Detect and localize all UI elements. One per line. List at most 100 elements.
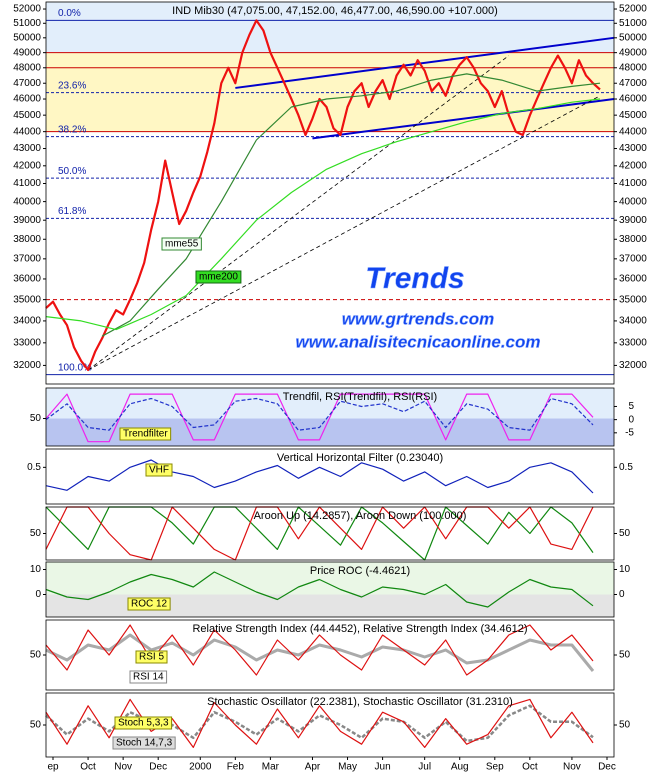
panel-title: Stochastic Oscillator (22.2381), Stochas…: [207, 696, 513, 708]
y-tick-label: 36000: [619, 274, 647, 285]
panel-background: [46, 507, 614, 560]
y-tick-label: 0.5: [27, 462, 41, 473]
y-tick-label: 49000: [13, 47, 41, 58]
y-tick-label: 51000: [619, 18, 647, 29]
y-tick-label: 50: [619, 650, 631, 661]
series-line: [45, 571, 594, 608]
x-tick-label: Nov: [114, 762, 132, 773]
y-tick-label: 32000: [619, 360, 647, 371]
y-tick-label: 32000: [13, 360, 41, 371]
legend-label: mme200: [199, 272, 238, 283]
y-tick-label: 50: [30, 650, 42, 661]
series-line: [101, 73, 601, 337]
x-tick-label: Nov: [563, 762, 581, 773]
watermark-url: www.analisitecnicaonline.com: [296, 332, 541, 351]
fib-label: 50.0%: [58, 166, 86, 177]
x-tick-label: Sep: [486, 762, 504, 773]
legend-box: [145, 463, 173, 477]
y-tick-label: 48000: [13, 62, 41, 73]
series-line: [45, 19, 601, 372]
x-tick-label: Aug: [451, 762, 469, 773]
y-tick-label: 41000: [619, 178, 647, 189]
y-tick-label: 50: [30, 720, 42, 731]
y-tick-label: 46000: [619, 94, 647, 105]
y-tick-label: 35000: [13, 294, 41, 305]
legend-box: [127, 597, 171, 611]
y-tick-label: 44000: [13, 126, 41, 137]
y-tick-label: 48000: [619, 62, 647, 73]
legend-label: RSI 14: [133, 672, 164, 683]
fib-label: 23.6%: [58, 80, 86, 91]
x-tick-label: Apr: [305, 762, 321, 773]
series-line: [45, 624, 594, 676]
x-tick-label: Oct: [80, 762, 96, 773]
y-tick-label: 47000: [13, 78, 41, 89]
panel-background: [46, 449, 614, 504]
legend-box: [112, 736, 176, 750]
y-tick-label: 35000: [619, 294, 647, 305]
panel-frame: [45, 561, 615, 618]
fib-label: 100.0%: [58, 362, 92, 373]
watermark: Trends: [365, 262, 464, 295]
y-tick-label: 40000: [619, 196, 647, 207]
legend-box: [161, 237, 202, 251]
series-line: [45, 698, 594, 748]
x-tick-label: ep: [47, 762, 59, 773]
y2-tick-label: 0: [628, 414, 634, 425]
y-tick-label: 37000: [13, 253, 41, 264]
y-tick-label: 43000: [13, 143, 41, 154]
y-tick-label: 40000: [13, 196, 41, 207]
legend-label: VHF: [149, 465, 169, 476]
legend-box: [129, 670, 168, 684]
y-tick-label: 39000: [13, 215, 41, 226]
x-tick-label: 2000: [189, 762, 212, 773]
zone: [46, 2, 614, 53]
legend-label: Stoch 14,7,3: [116, 738, 173, 749]
panel-frame: [45, 387, 615, 447]
legend-box: [195, 270, 242, 284]
series-line: [45, 459, 594, 494]
y-tick-label: 42000: [619, 160, 647, 171]
series-line: [45, 98, 601, 331]
trend-line: [87, 95, 601, 371]
trend-line: [235, 36, 615, 89]
legend-label: Trendfilter: [123, 429, 168, 440]
series-line: [45, 704, 594, 743]
y-tick-label: 38000: [13, 234, 41, 245]
fib-label: 61.8%: [58, 206, 86, 217]
panel-title: Relative Strength Index (44.4452), Relat…: [192, 623, 527, 635]
x-tick-label: Feb: [227, 762, 245, 773]
y-tick-label: 37000: [619, 253, 647, 264]
panel-frame: [45, 448, 615, 505]
y2-tick-label: -5: [625, 427, 634, 438]
panel-title: Trendfil, RSI(Trendfil), RSI(RSI): [283, 391, 437, 403]
y-tick-label: 45000: [619, 110, 647, 121]
y-tick-label: 50: [619, 720, 631, 731]
y-tick-label: 47000: [619, 78, 647, 89]
y-tick-label: 50: [619, 528, 631, 539]
y-tick-label: 44000: [619, 126, 647, 137]
y-tick-label: 52000: [619, 4, 647, 15]
y-tick-label: 33000: [619, 337, 647, 348]
panel-title: Vertical Horizontal Filter (0.23040): [277, 452, 443, 464]
fib-label: 38.2%: [58, 124, 86, 135]
legend-label: RSI 5: [139, 652, 164, 663]
legend-label: Stoch 5,3,3: [118, 718, 169, 729]
y-tick-label: 38000: [619, 234, 647, 245]
panel-frame: [45, 1, 615, 385]
legend-label: mme55: [165, 239, 199, 250]
watermark-url: www.grtrends.com: [342, 309, 494, 328]
y-tick-label: 50: [30, 413, 42, 424]
x-tick-label: Jun: [375, 762, 391, 773]
trend-line: [87, 55, 510, 371]
y-tick-label: 10: [619, 564, 631, 575]
y-tick-label: 50: [30, 528, 42, 539]
y-tick-label: 49000: [619, 47, 647, 58]
trend-line: [312, 98, 615, 140]
y-tick-label: 52000: [13, 4, 41, 15]
fib-label: 0.0%: [58, 8, 81, 19]
y-tick-label: 42000: [13, 160, 41, 171]
y-tick-label: 50000: [619, 32, 647, 43]
zone: [46, 594, 614, 617]
y-tick-label: 51000: [13, 18, 41, 29]
